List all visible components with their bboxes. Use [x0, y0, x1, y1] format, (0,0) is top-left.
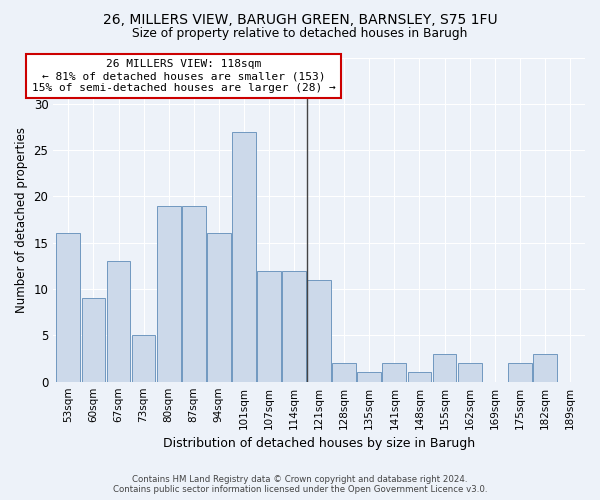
Text: 26, MILLERS VIEW, BARUGH GREEN, BARNSLEY, S75 1FU: 26, MILLERS VIEW, BARUGH GREEN, BARNSLEY… [103, 12, 497, 26]
Bar [332, 363, 356, 382]
Text: 26 MILLERS VIEW: 118sqm
← 81% of detached houses are smaller (153)
15% of semi-d: 26 MILLERS VIEW: 118sqm ← 81% of detache… [32, 60, 335, 92]
Bar [257, 270, 281, 382]
Bar [382, 363, 406, 382]
Bar [533, 354, 557, 382]
Bar [407, 372, 431, 382]
Bar [458, 363, 482, 382]
Bar [131, 336, 155, 382]
Text: Contains public sector information licensed under the Open Government Licence v3: Contains public sector information licen… [113, 485, 487, 494]
Text: Contains HM Land Registry data © Crown copyright and database right 2024.: Contains HM Land Registry data © Crown c… [132, 475, 468, 484]
Bar [433, 354, 457, 382]
Bar [207, 234, 231, 382]
Bar [82, 298, 106, 382]
Bar [157, 206, 181, 382]
Bar [182, 206, 206, 382]
Bar [358, 372, 381, 382]
Bar [56, 234, 80, 382]
Bar [282, 270, 306, 382]
Bar [232, 132, 256, 382]
X-axis label: Distribution of detached houses by size in Barugh: Distribution of detached houses by size … [163, 437, 475, 450]
Bar [107, 262, 130, 382]
Y-axis label: Number of detached properties: Number of detached properties [15, 126, 28, 312]
Bar [307, 280, 331, 382]
Bar [508, 363, 532, 382]
Text: Size of property relative to detached houses in Barugh: Size of property relative to detached ho… [133, 28, 467, 40]
